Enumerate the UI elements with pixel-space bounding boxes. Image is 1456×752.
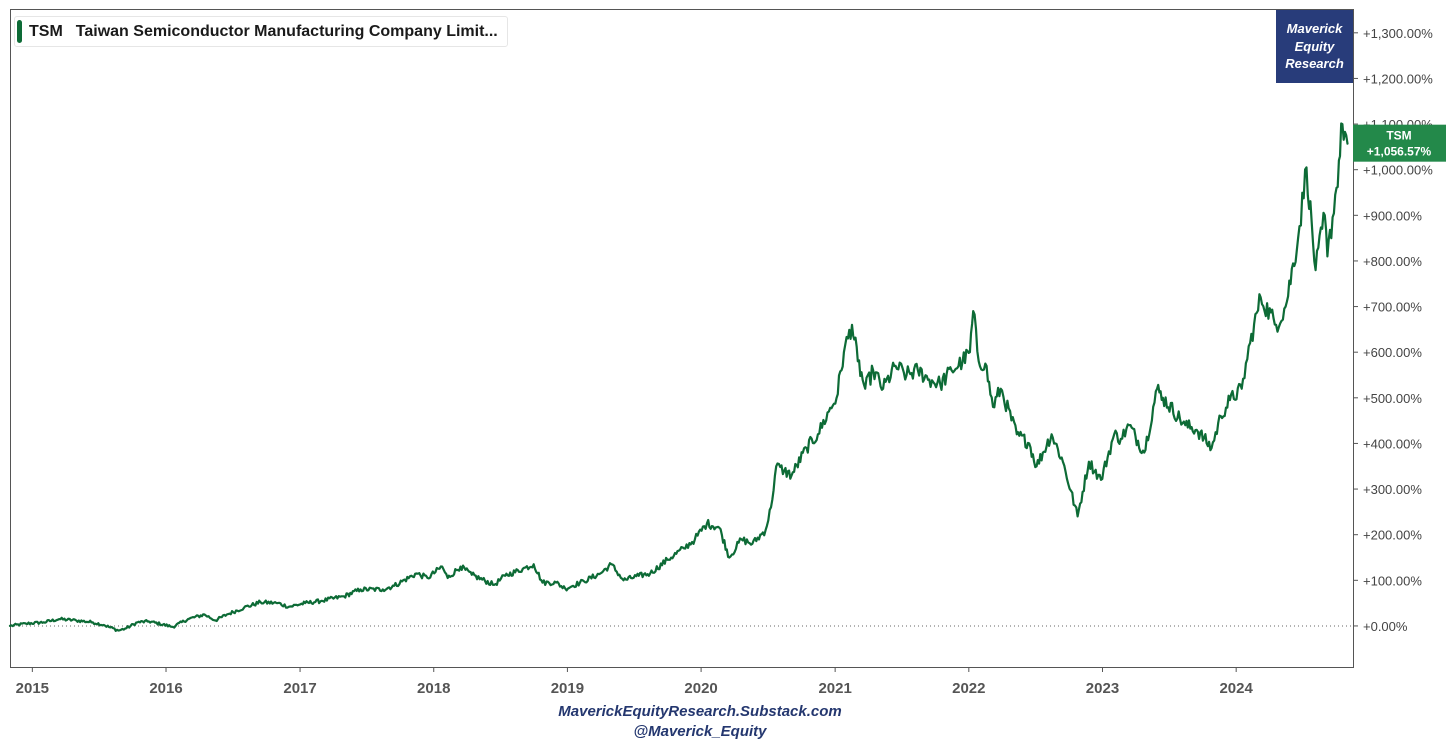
- y-tick-label: +0.00%: [1363, 619, 1408, 634]
- y-tick-label: +300.00%: [1363, 482, 1422, 497]
- y-tick-label: +800.00%: [1363, 254, 1422, 269]
- y-tick-label: +400.00%: [1363, 436, 1422, 451]
- plot-frame: [10, 9, 1354, 668]
- x-tick-label: 2021: [818, 680, 851, 697]
- legend-ticker: TSM: [29, 22, 63, 40]
- badge-background: [1353, 124, 1446, 162]
- x-tick-label: 2024: [1219, 680, 1253, 697]
- x-tick-label: 2016: [149, 680, 182, 697]
- legend-swatch: [17, 20, 22, 43]
- brand-line-3: Research: [1285, 56, 1344, 72]
- y-tick-label: +700.00%: [1363, 300, 1422, 315]
- series-line-tsm: [8, 122, 1349, 633]
- x-tick-label: 2015: [16, 680, 49, 697]
- footer-handle[interactable]: @Maverick_Equity: [633, 723, 767, 740]
- brand-line-1: Maverick: [1286, 21, 1343, 37]
- y-tick-label: +1,300.00%: [1363, 26, 1433, 41]
- y-tick-label: +1,000.00%: [1363, 163, 1433, 178]
- x-tick-label: 2022: [952, 680, 985, 697]
- footer-website[interactable]: MaverickEquityResearch.Substack.com: [558, 703, 842, 720]
- x-tick-label: 2018: [417, 680, 450, 697]
- x-tick-label: 2023: [1086, 680, 1119, 697]
- legend: TSM Taiwan Semiconductor Manufacturing C…: [14, 16, 508, 47]
- y-tick-label: +200.00%: [1363, 528, 1422, 543]
- y-axis: +0.00% +100.00% +200.00% +300.00% +400.00% +5…: [1353, 26, 1433, 634]
- y-tick-label: +600.00%: [1363, 345, 1422, 360]
- y-tick-label: +100.00%: [1363, 573, 1422, 588]
- y-tick-label: +500.00%: [1363, 391, 1422, 406]
- x-tick-label: 2019: [551, 680, 584, 697]
- last-value-badge: TSM +1,056.57%: [1353, 124, 1446, 162]
- x-axis: 2015 2016 2017 2018 2019 2020 2021 2022 2023 2024: [16, 667, 1254, 697]
- brand-line-2: Equity: [1294, 38, 1335, 54]
- y-tick-label: +1,200.00%: [1363, 71, 1433, 86]
- x-tick-label: 2017: [283, 680, 316, 697]
- x-tick-label: 2020: [684, 680, 717, 697]
- legend-company-name: Taiwan Semiconductor Manufacturing Compa…: [75, 22, 498, 40]
- badge-value: +1,056.57%: [1367, 145, 1432, 159]
- y-tick-label: +900.00%: [1363, 208, 1422, 223]
- badge-ticker: TSM: [1386, 129, 1411, 143]
- brand-logo: Maverick Equity Research: [1276, 10, 1353, 83]
